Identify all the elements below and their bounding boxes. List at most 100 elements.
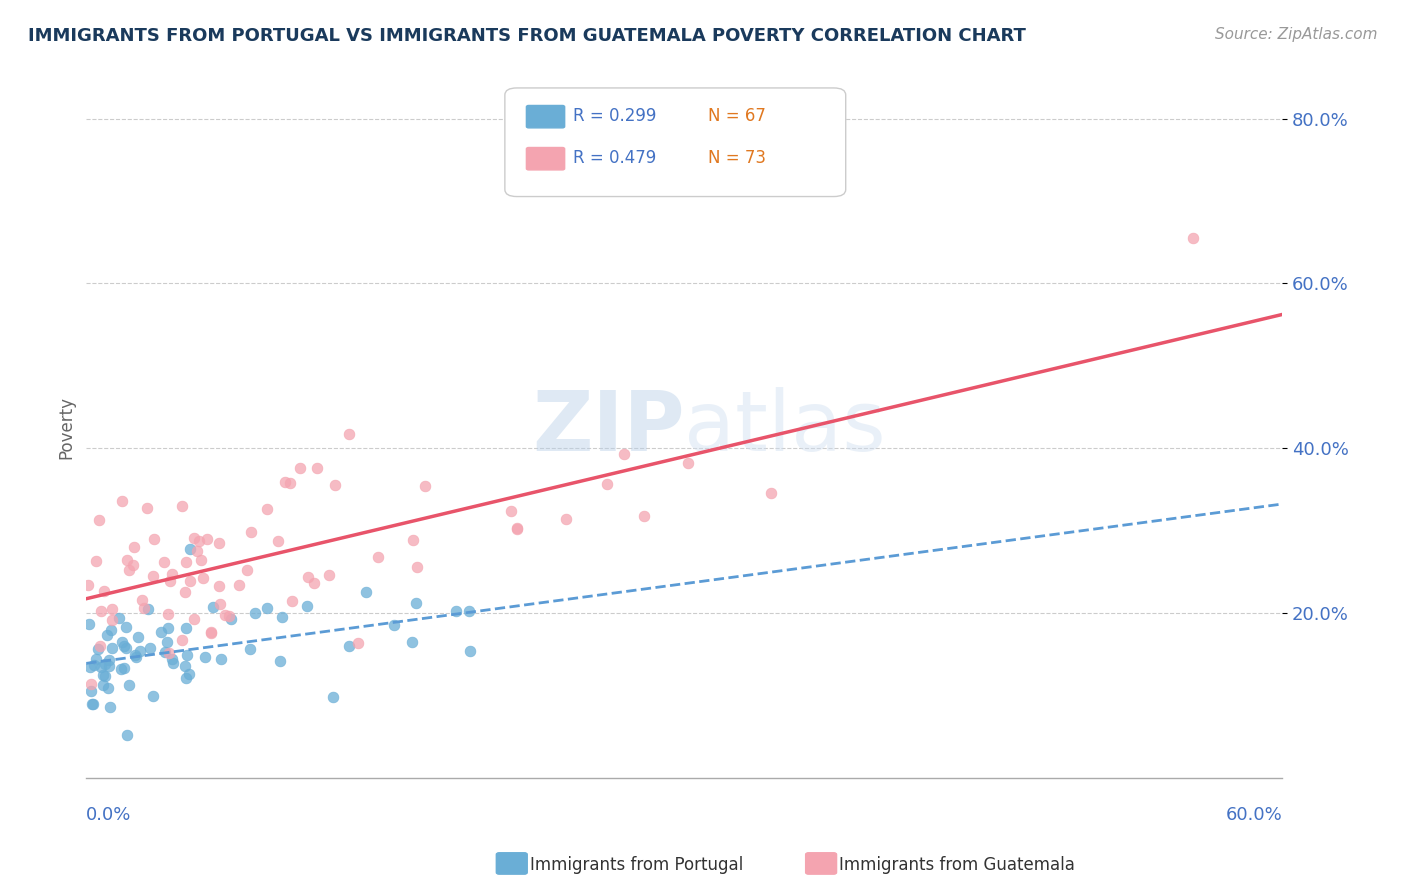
Point bbox=[97, 681, 120, 696]
Point bbox=[186, 543, 208, 558]
Point bbox=[136, 602, 159, 616]
Point bbox=[179, 574, 201, 589]
Point bbox=[110, 662, 132, 676]
Point bbox=[160, 652, 183, 666]
Point bbox=[174, 555, 197, 569]
Point bbox=[111, 494, 134, 508]
Text: 0.0%: 0.0% bbox=[86, 806, 132, 824]
Point bbox=[156, 634, 179, 648]
Point bbox=[1181, 231, 1204, 245]
Point bbox=[208, 597, 231, 611]
Point bbox=[131, 593, 153, 607]
Point bbox=[243, 606, 266, 620]
Point bbox=[98, 700, 121, 714]
Point bbox=[401, 635, 423, 649]
Point bbox=[347, 636, 370, 650]
Point bbox=[297, 570, 319, 584]
Point bbox=[295, 599, 318, 614]
Point bbox=[208, 535, 231, 549]
Point bbox=[194, 650, 217, 665]
Point bbox=[200, 626, 222, 640]
Point bbox=[122, 558, 145, 573]
Point bbox=[209, 652, 232, 666]
Point bbox=[405, 560, 427, 574]
Point bbox=[273, 475, 295, 490]
Point bbox=[596, 477, 619, 491]
Point bbox=[77, 616, 100, 631]
Point bbox=[155, 644, 177, 658]
Point bbox=[413, 479, 436, 493]
Point bbox=[97, 659, 120, 673]
Point bbox=[405, 596, 427, 610]
Point bbox=[90, 660, 112, 674]
Point bbox=[117, 552, 139, 566]
Point bbox=[142, 689, 165, 703]
Text: Immigrants from Portugal: Immigrants from Portugal bbox=[530, 856, 744, 874]
Point bbox=[177, 666, 200, 681]
Point bbox=[111, 634, 134, 648]
Point bbox=[80, 677, 103, 691]
Point bbox=[80, 697, 103, 711]
Point bbox=[322, 690, 344, 705]
Point bbox=[150, 625, 173, 640]
Point bbox=[142, 569, 165, 583]
Text: R = 0.299: R = 0.299 bbox=[574, 107, 657, 125]
Text: Immigrants from Guatemala: Immigrants from Guatemala bbox=[839, 856, 1076, 874]
Point bbox=[288, 461, 311, 475]
Point bbox=[118, 563, 141, 577]
Point bbox=[228, 578, 250, 592]
Point bbox=[125, 649, 148, 664]
Point bbox=[139, 641, 162, 656]
Point bbox=[188, 533, 211, 548]
Point bbox=[82, 697, 104, 711]
Point bbox=[162, 567, 184, 582]
Point bbox=[86, 641, 108, 656]
Point bbox=[170, 499, 193, 513]
Point bbox=[759, 486, 782, 500]
Point bbox=[402, 533, 425, 547]
Point bbox=[79, 659, 101, 673]
Point bbox=[173, 585, 195, 599]
Point bbox=[676, 457, 699, 471]
Point bbox=[108, 611, 131, 625]
Point bbox=[77, 578, 100, 592]
Point bbox=[195, 532, 218, 546]
Point bbox=[501, 504, 523, 518]
Point bbox=[127, 630, 149, 644]
Point bbox=[97, 652, 120, 666]
Point bbox=[190, 553, 212, 567]
Point bbox=[156, 621, 179, 635]
Point bbox=[159, 574, 181, 588]
Point bbox=[201, 599, 224, 614]
Point bbox=[115, 728, 138, 742]
Point bbox=[80, 684, 103, 698]
Point bbox=[91, 668, 114, 682]
Point bbox=[142, 532, 165, 546]
Point bbox=[179, 542, 201, 557]
Point bbox=[200, 625, 222, 640]
Point bbox=[239, 642, 262, 657]
Point bbox=[101, 613, 124, 627]
Point bbox=[100, 623, 122, 637]
Point bbox=[323, 478, 346, 492]
Point bbox=[174, 672, 197, 686]
Point bbox=[86, 652, 108, 666]
Point bbox=[239, 525, 262, 540]
Point bbox=[460, 644, 482, 658]
Point bbox=[101, 641, 124, 656]
Point bbox=[219, 612, 242, 626]
Point bbox=[555, 512, 578, 526]
Point bbox=[613, 447, 636, 461]
Text: R = 0.479: R = 0.479 bbox=[574, 149, 657, 167]
Point bbox=[183, 532, 205, 546]
Point bbox=[281, 594, 304, 608]
Point bbox=[96, 628, 118, 642]
Point bbox=[173, 659, 195, 673]
Point bbox=[115, 640, 138, 655]
Y-axis label: Poverty: Poverty bbox=[58, 396, 75, 459]
Point bbox=[236, 563, 259, 577]
FancyBboxPatch shape bbox=[526, 105, 565, 128]
Point bbox=[506, 522, 529, 536]
Point bbox=[271, 609, 294, 624]
Point bbox=[162, 657, 184, 671]
